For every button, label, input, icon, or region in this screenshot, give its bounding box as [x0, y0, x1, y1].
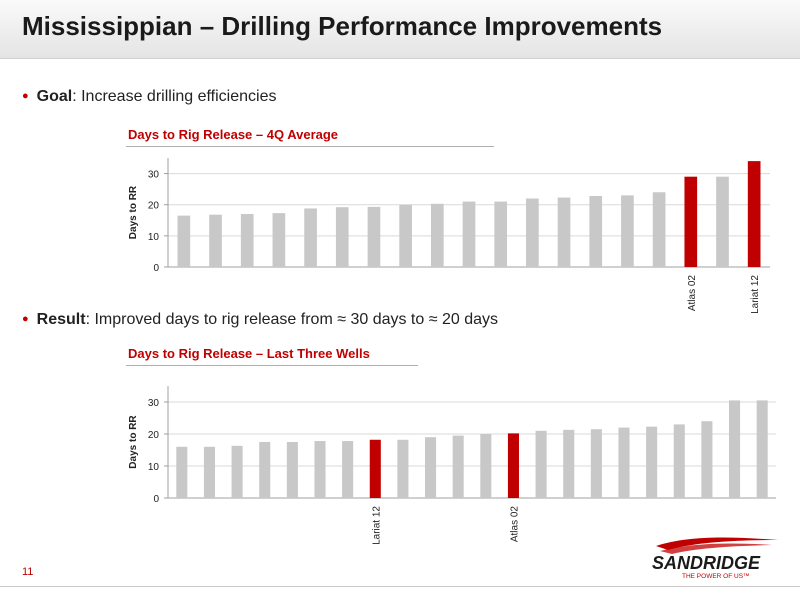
chart-1-bar	[557, 197, 571, 267]
chart-1-title: Days to Rig Release – 4Q Average	[128, 127, 339, 142]
chart-1-ytick-label: 20	[148, 201, 160, 212]
chart-1-bar	[399, 204, 412, 267]
chart-1-ytick-label: 0	[153, 263, 159, 274]
result-text: : Improved days to rig release from ≈ 30…	[85, 311, 498, 328]
chart-1-xtick-label: Lariat 12	[750, 275, 761, 314]
svg-text:THE POWER OF US™: THE POWER OF US™	[682, 573, 750, 580]
chart-1-xtick-label: Atlas 02	[687, 275, 698, 312]
chart-2-bar	[646, 426, 658, 498]
chart-2-bar	[176, 446, 188, 498]
chart-1-ylabel: Days to RR	[128, 185, 139, 239]
chart-1-bar	[494, 201, 508, 267]
chart-2-bar	[673, 424, 685, 498]
chart-1-bar	[240, 214, 254, 267]
sandridge-logo: SANDRIDGE THE POWER OF US™	[652, 537, 778, 580]
chart-1-bar	[462, 201, 476, 267]
chart-2-bar	[397, 439, 409, 498]
chart-1-title-rule	[126, 146, 494, 147]
chart-2-xtick-label: Atlas 02	[509, 506, 520, 543]
chart-1-bar	[177, 215, 191, 267]
chart-1-ytick-label: 10	[148, 232, 160, 243]
chart-1-bar	[209, 214, 222, 267]
chart-2-bar	[563, 429, 575, 498]
chart-2-bar	[756, 400, 768, 498]
chart-2-bar	[701, 421, 713, 498]
svg-text:SANDRIDGE: SANDRIDGE	[652, 553, 761, 573]
bullet-dot-icon: ●	[22, 313, 29, 325]
goal-bullet: ● Goal: Increase drilling efficiencies	[22, 88, 276, 106]
chart-2-title-rule	[126, 365, 418, 366]
chart-2-bar	[507, 433, 519, 498]
chart-2-bar	[535, 430, 547, 498]
page-number: 11	[22, 566, 34, 578]
chart-2-ytick-label: 30	[148, 398, 160, 409]
chart-2-ytick-label: 10	[148, 462, 160, 473]
chart-2-ytick-label: 20	[148, 430, 160, 441]
page-title: Mississippian – Drilling Performance Imp…	[22, 11, 663, 41]
chart-1-bar	[684, 176, 698, 267]
footer-rule	[0, 586, 800, 587]
chart-2-title: Days to Rig Release – Last Three Wells	[128, 346, 370, 361]
chart-2-bar	[729, 400, 741, 498]
result-bullet: ● Result: Improved days to rig release fr…	[22, 311, 498, 329]
chart-1-bar	[621, 195, 634, 267]
chart-1-bar	[526, 198, 539, 267]
chart-2-xtick-label: Lariat 12	[371, 506, 382, 545]
goal-label: Goal	[36, 88, 73, 105]
chart-2-bar	[618, 427, 630, 498]
chart-1-bar	[335, 207, 349, 267]
chart-2-bar	[369, 439, 381, 498]
chart-2-ylabel: Days to RR	[128, 415, 139, 469]
chart-1-bar	[367, 206, 381, 267]
chart-2-bar	[452, 435, 464, 498]
chart-1-bar	[716, 176, 729, 267]
chart-1-bar	[589, 195, 603, 267]
chart-2-bar	[259, 442, 271, 498]
chart-1-ytick-label: 30	[148, 170, 160, 181]
chart-2-bar	[425, 437, 437, 498]
header-bar: Mississippian – Drilling Performance Imp…	[0, 0, 800, 59]
chart-2-bar	[342, 441, 354, 498]
bullet-dot-icon: ●	[22, 90, 29, 102]
chart-2-bar	[231, 445, 243, 498]
goal-text: : Increase drilling efficiencies	[72, 88, 277, 105]
chart-1-bar	[652, 192, 666, 267]
chart-2-bar	[480, 434, 492, 498]
chart-2-bar	[314, 441, 326, 498]
result-label: Result	[36, 311, 86, 328]
chart-2-bar	[590, 429, 602, 498]
chart-2-ytick-label: 0	[153, 494, 159, 505]
chart-2-bar	[203, 446, 215, 498]
chart-1-bar	[272, 213, 286, 267]
chart-2-bar	[286, 442, 298, 498]
chart-1-bar	[430, 203, 444, 267]
chart-1-bar	[304, 208, 317, 267]
chart-1-bar	[747, 161, 761, 267]
